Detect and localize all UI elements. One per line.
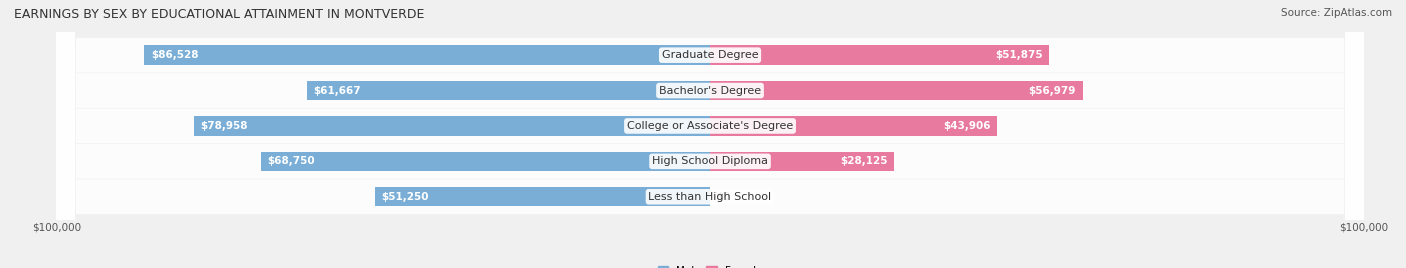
Bar	[194, 116, 710, 136]
FancyBboxPatch shape	[56, 0, 1364, 268]
Text: EARNINGS BY SEX BY EDUCATIONAL ATTAINMENT IN MONTVERDE: EARNINGS BY SEX BY EDUCATIONAL ATTAINMEN…	[14, 8, 425, 21]
Bar	[710, 81, 1083, 100]
Bar	[710, 46, 1049, 65]
Bar	[710, 116, 997, 136]
Bar	[710, 152, 894, 171]
Text: $86,528: $86,528	[150, 50, 198, 60]
FancyBboxPatch shape	[56, 0, 1364, 268]
Text: $28,125: $28,125	[839, 156, 887, 166]
FancyBboxPatch shape	[56, 0, 1364, 268]
Text: College or Associate's Degree: College or Associate's Degree	[627, 121, 793, 131]
Text: $0: $0	[717, 192, 731, 202]
Bar	[307, 81, 710, 100]
Text: $43,906: $43,906	[943, 121, 991, 131]
Text: Source: ZipAtlas.com: Source: ZipAtlas.com	[1281, 8, 1392, 18]
Text: Bachelor's Degree: Bachelor's Degree	[659, 85, 761, 96]
Text: $56,979: $56,979	[1029, 85, 1076, 96]
Bar	[375, 187, 710, 206]
Bar	[145, 46, 710, 65]
Text: Less than High School: Less than High School	[648, 192, 772, 202]
FancyBboxPatch shape	[56, 0, 1364, 268]
Text: $61,667: $61,667	[314, 85, 361, 96]
Bar	[260, 152, 710, 171]
Text: $51,250: $51,250	[381, 192, 429, 202]
FancyBboxPatch shape	[56, 0, 1364, 268]
Text: $68,750: $68,750	[267, 156, 315, 166]
Text: $78,958: $78,958	[200, 121, 247, 131]
Text: $51,875: $51,875	[995, 50, 1043, 60]
Legend: Male, Female: Male, Female	[654, 262, 766, 268]
Text: High School Diploma: High School Diploma	[652, 156, 768, 166]
Text: Graduate Degree: Graduate Degree	[662, 50, 758, 60]
